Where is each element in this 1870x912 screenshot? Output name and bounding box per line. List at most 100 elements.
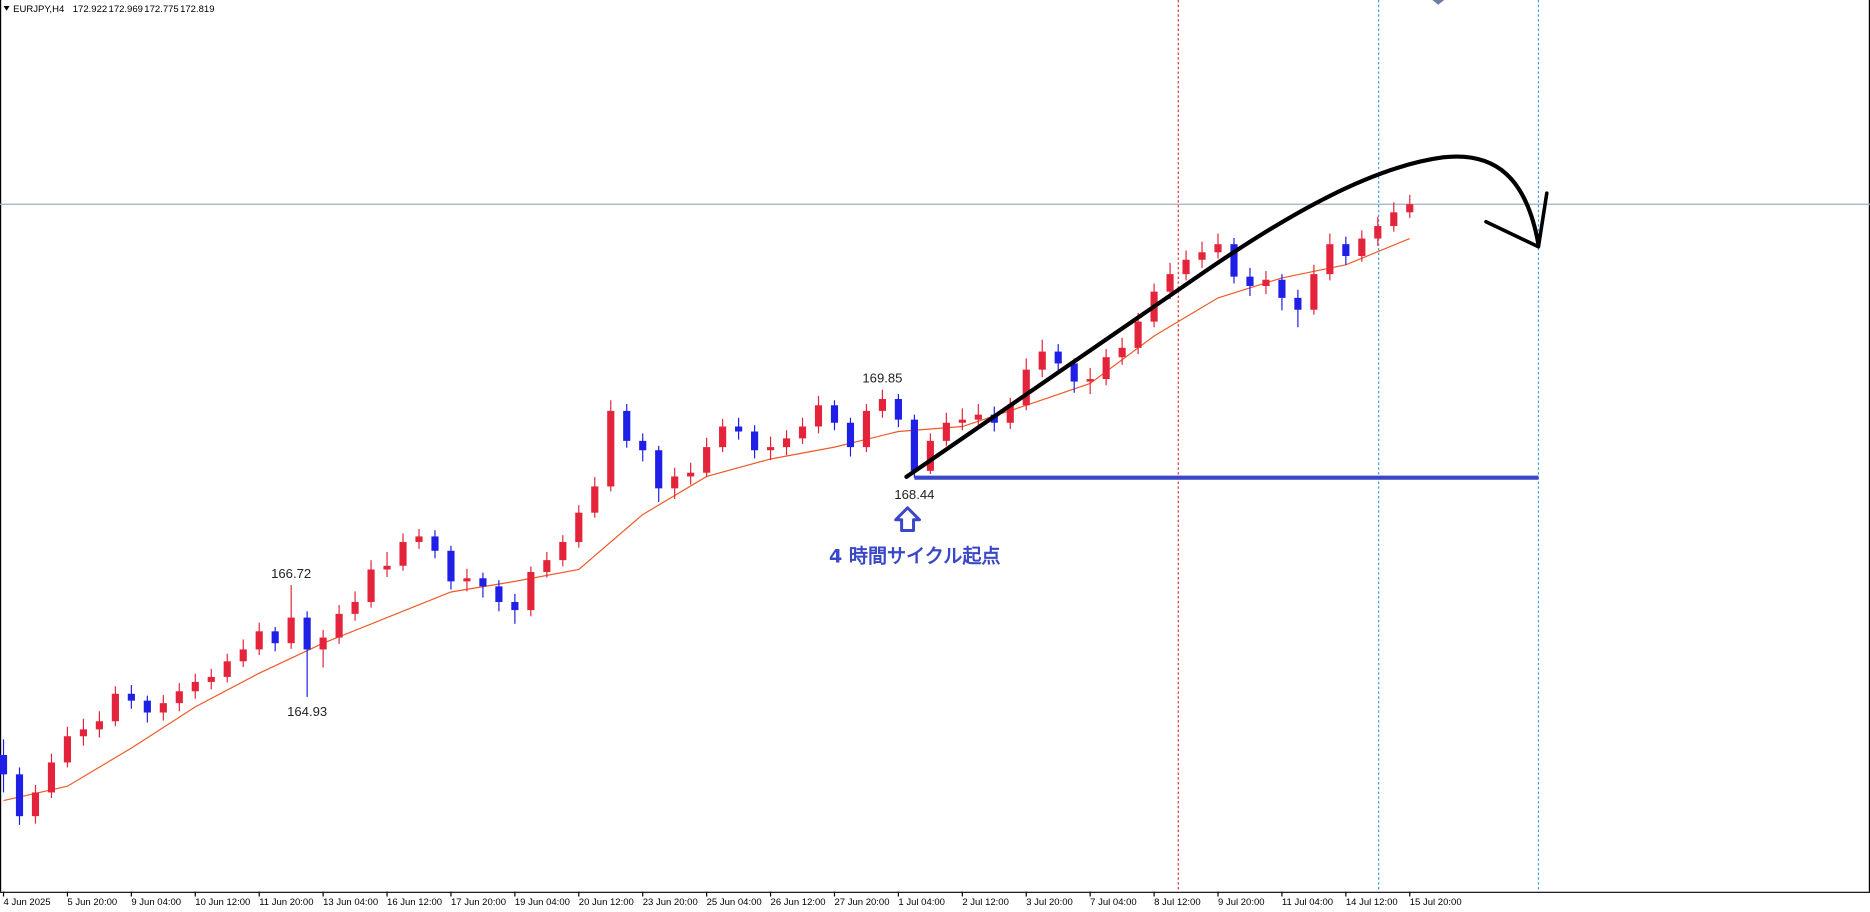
candle-body	[127, 693, 135, 701]
candle-body	[1246, 276, 1254, 287]
candle-body	[1070, 363, 1078, 382]
candle-body	[655, 450, 663, 489]
candle-body	[319, 637, 327, 650]
candle-body	[974, 414, 982, 420]
x-tick-label: 13 Jun 04:00	[323, 897, 378, 908]
candle-body	[1342, 244, 1350, 257]
marker-triangle	[1432, 0, 1445, 5]
candle-body	[175, 691, 183, 704]
x-tick-label: 20 Jun 12:00	[579, 897, 634, 908]
x-tick-label: 11 Jun 20:00	[259, 897, 313, 908]
x-tick-label: 8 Jul 12:00	[1154, 897, 1201, 908]
candle-body	[415, 536, 423, 543]
x-tick-label: 3 Jul 20:00	[1026, 897, 1073, 908]
candle-body	[719, 426, 727, 448]
quote-open: 172.922	[73, 4, 107, 15]
candle-body	[63, 736, 72, 763]
candle-body	[830, 405, 839, 423]
candle-body	[607, 410, 615, 487]
candle-body	[1198, 252, 1206, 260]
x-tick-label: 19 Jun 04:00	[515, 897, 570, 908]
candle-body	[31, 792, 40, 817]
candle-body	[1262, 279, 1270, 287]
candle-body	[47, 762, 56, 793]
x-tick-label: 23 Jun 20:00	[643, 897, 698, 908]
candle-body	[191, 681, 199, 692]
candle-body	[511, 601, 519, 611]
candle-body	[798, 426, 807, 439]
x-tick-label: 4 Jun 2025	[4, 897, 51, 908]
candle-body	[287, 617, 295, 644]
x-tick-label: 9 Jun 04:00	[131, 897, 181, 908]
candle-body	[1374, 226, 1382, 239]
candle-body	[735, 426, 743, 432]
candle-body	[958, 419, 966, 423]
candle-body	[1102, 357, 1110, 380]
price-label: 169.85	[862, 370, 902, 385]
candle-body	[111, 693, 119, 722]
candle-body	[95, 721, 103, 730]
candle-body	[1086, 379, 1094, 382]
quote-close: 172.819	[180, 4, 214, 15]
candle-body	[399, 542, 407, 566]
candle-body	[0, 754, 8, 775]
candle-body	[1182, 259, 1190, 275]
candle-body	[239, 649, 247, 662]
menu-triangle	[3, 5, 10, 11]
candle-body	[942, 422, 950, 441]
candle-body	[1134, 321, 1142, 348]
x-tick-label: 27 Jun 20:00	[834, 897, 889, 908]
candle-body	[1214, 244, 1222, 253]
candle-body	[926, 440, 934, 471]
x-tick-label: 15 Jul 20:00	[1410, 897, 1462, 908]
candle-body	[639, 440, 647, 451]
candle-body	[351, 601, 359, 614]
candle-body	[495, 586, 503, 602]
candle-body	[703, 447, 711, 473]
candle-body	[751, 431, 759, 451]
candle-body	[846, 422, 855, 448]
candle-body	[575, 512, 583, 543]
x-tick-label: 11 Jul 04:00	[1282, 897, 1333, 908]
x-tick-label: 14 Jul 12:00	[1346, 897, 1398, 908]
text-layer: 4 Jun 2025 5 Jun 20:00 9 Jun 04:00 10 Jun 1…	[2, 370, 1462, 908]
candle-body	[894, 399, 902, 420]
candle-body	[271, 631, 279, 644]
candle-body	[383, 565, 391, 570]
candle-body	[1294, 297, 1302, 310]
candle-body	[910, 419, 918, 471]
up-arrow-icon	[894, 506, 921, 532]
candle-body	[1406, 204, 1414, 213]
candle-body	[479, 578, 487, 587]
candle-body	[862, 410, 871, 448]
candle-body	[1326, 244, 1334, 275]
candle-body	[159, 703, 167, 713]
candle-body	[463, 578, 471, 582]
candle-body	[878, 399, 887, 411]
candle-body	[223, 661, 231, 677]
candle-body	[303, 617, 311, 650]
x-tick-label: 1 Jul 04:00	[898, 897, 945, 908]
candle-body	[766, 447, 775, 451]
price-label: 166.72	[271, 566, 311, 581]
candle-body	[1166, 274, 1174, 292]
candle-body	[543, 560, 551, 573]
candle-body	[559, 542, 567, 561]
annotation: 4 時間サイクル起点	[829, 546, 1000, 568]
candle-body	[1278, 279, 1286, 298]
candle-body	[591, 486, 599, 513]
candle-body	[255, 631, 263, 650]
candle-body	[687, 472, 695, 477]
candle-body	[1358, 238, 1366, 257]
candle-body	[79, 729, 87, 737]
candle-body	[207, 676, 215, 682]
x-tick-label: 10 Jun 12:00	[195, 897, 250, 908]
candle-body	[431, 536, 439, 551]
candle-body	[367, 569, 375, 602]
quote-high: 172.969	[109, 4, 143, 15]
trend-arrow	[904, 154, 1541, 479]
candle-body	[814, 405, 823, 427]
candle-body	[447, 550, 455, 582]
candle-body	[527, 572, 535, 611]
